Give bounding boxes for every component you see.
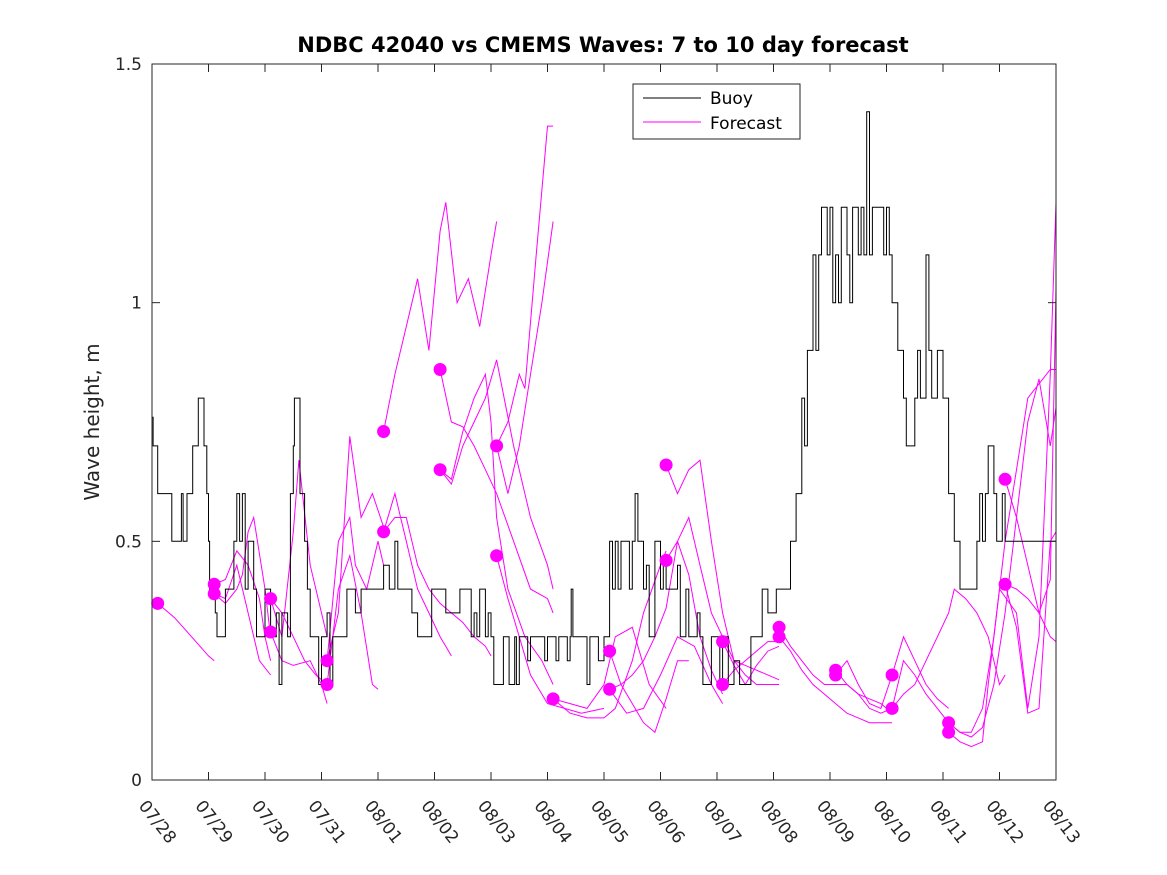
forecast-start-marker: [942, 725, 956, 739]
forecast-line: [270, 598, 328, 685]
forecast-line: [778, 636, 893, 724]
forecast-line: [383, 491, 452, 657]
forecast-start-marker: [377, 425, 391, 438]
y-tick-label: 1: [131, 294, 142, 314]
forecast-start-marker: [433, 363, 447, 376]
forecast-start-marker: [490, 549, 504, 563]
forecast-start-marker: [998, 472, 1012, 486]
forecast-line: [383, 202, 498, 432]
forecast-line: [1004, 583, 1057, 642]
forecast-start-marker: [603, 682, 617, 696]
forecast-line: [835, 659, 893, 710]
forecast-start-marker: [885, 668, 899, 682]
forecast-start-marker: [772, 620, 786, 634]
buoy-line: [152, 111, 1056, 685]
forecast-line: [439, 359, 554, 590]
chart-title: NDBC 42040 vs CMEMS Waves: 7 to 10 day f…: [297, 33, 908, 57]
forecast-start-marker: [546, 692, 560, 706]
forecast-line: [609, 650, 689, 734]
forecast-line: [496, 555, 605, 714]
forecast-line: [326, 436, 385, 661]
forecast-start-marker: [264, 625, 278, 639]
forecast-start-marker: [716, 678, 730, 691]
forecast-start-marker: [490, 439, 504, 453]
forecast-start-marker: [659, 553, 673, 567]
forecast-line: [214, 563, 271, 676]
forecast-line: [1004, 531, 1057, 714]
forecast-start-marker: [998, 577, 1012, 591]
forecast-line: [1004, 288, 1057, 615]
forecast-line: [496, 125, 554, 447]
forecast-start-marker: [716, 635, 730, 649]
y-axis-label: Wave height, m: [80, 343, 104, 500]
legend: Buoy Forecast: [632, 83, 801, 140]
forecast-line: [383, 517, 492, 657]
forecast-line: [157, 603, 215, 662]
forecast-line: [326, 553, 379, 690]
forecast-line: [552, 626, 667, 709]
forecast-start-marker: [264, 592, 278, 606]
forecast-line: [609, 541, 724, 695]
forecast-start-marker: [377, 525, 391, 539]
forecast-start-marker: [320, 654, 334, 668]
forecast-line: [439, 369, 554, 614]
y-tick-label: 0.5: [115, 532, 142, 552]
forecast-line: [835, 669, 893, 714]
forecast-start-marker: [659, 458, 673, 472]
forecast-start-marker: [207, 577, 221, 591]
forecast-start-marker: [320, 678, 334, 691]
forecast-start-marker: [603, 644, 617, 658]
forecast-line: [891, 659, 949, 724]
forecast-line: [948, 378, 1057, 738]
forecast-line: [326, 515, 385, 661]
y-tick-label: 1.5: [115, 55, 142, 75]
legend-box: [632, 83, 801, 140]
legend-label-buoy: Buoy: [710, 89, 753, 109]
forecast-line: [891, 588, 1006, 709]
forecast-start-marker: [829, 668, 843, 682]
forecast-line: [496, 221, 554, 494]
forecast-start-marker: [942, 716, 956, 730]
series-layer: [151, 111, 1057, 748]
forecast-start-marker: [207, 587, 221, 601]
forecast-line: [778, 627, 893, 714]
forecast-line: [948, 202, 1057, 748]
forecast-start-marker: [151, 596, 165, 610]
legend-label-forecast: Forecast: [710, 114, 782, 134]
forecast-start-marker: [433, 463, 447, 477]
forecast-start-marker: [885, 701, 899, 715]
forecast-start-marker: [772, 630, 786, 644]
y-tick-label: 0: [131, 771, 142, 791]
forecast-line: [609, 636, 724, 714]
